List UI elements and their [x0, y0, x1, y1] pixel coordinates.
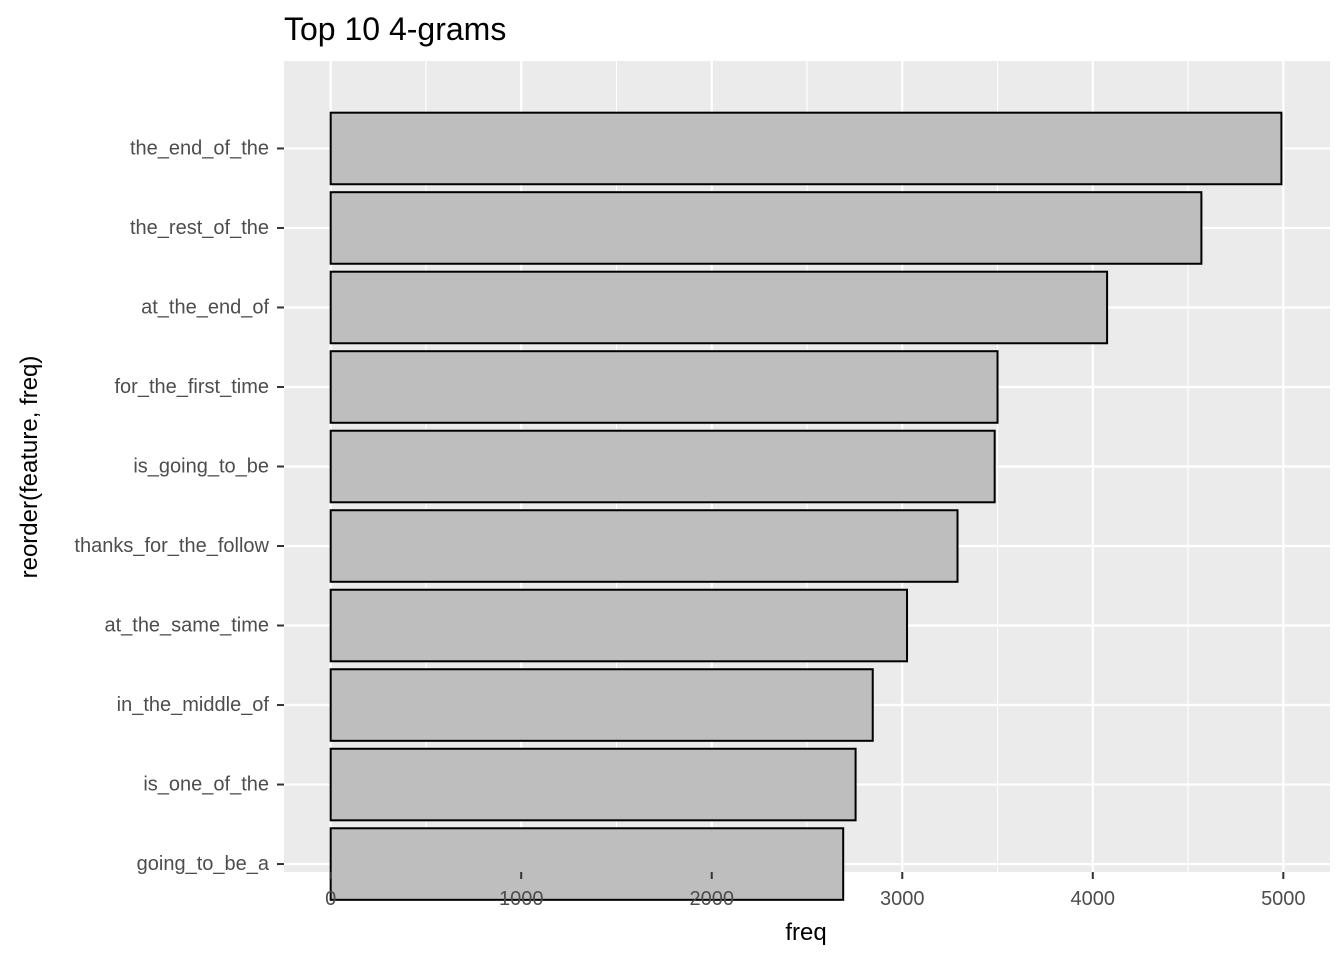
x-axis: 0 1000 2000 3000 4000 5000 — [325, 872, 1306, 910]
bar-the_end_of_the — [329, 111, 1283, 186]
bar-in_the_middle_of — [329, 668, 874, 742]
x-tick-label: 0 — [325, 888, 336, 910]
x-tick-label: 5000 — [1261, 888, 1306, 910]
bar-at_the_end_of — [329, 270, 1109, 345]
chart-title: Top 10 4-grams — [284, 11, 506, 47]
x-tick-label: 2000 — [689, 888, 734, 910]
y-tick-label: thanks_for_the_follow — [74, 535, 269, 557]
y-tick-label: for_the_first_time — [114, 376, 269, 398]
bar-is_going_to_be — [329, 429, 996, 504]
y-tick-label: the_end_of_the — [130, 137, 269, 159]
y-tick-label: is_one_of_the — [143, 774, 269, 796]
y-axis: the_end_of_the the_rest_of_the at_the_end_… — [74, 137, 284, 875]
bar-at_the_same_time — [329, 588, 909, 663]
x-tick-label: 4000 — [1071, 888, 1116, 910]
bar-going_to_be_a — [329, 827, 845, 901]
bar-the_rest_of_the — [329, 191, 1203, 265]
bar-for_the_first_time — [329, 350, 999, 424]
x-tick-label: 1000 — [499, 888, 544, 910]
y-tick-label: at_the_same_time — [104, 615, 269, 637]
y-tick-label: at_the_end_of — [141, 296, 269, 318]
bars — [329, 111, 1283, 901]
x-axis-title: freq — [785, 919, 826, 946]
y-axis-title: reorder(feature, freq) — [16, 356, 43, 579]
y-tick-label: the_rest_of_the — [130, 217, 269, 239]
bar-is_one_of_the — [329, 747, 857, 822]
x-tick-label: 3000 — [880, 888, 925, 910]
y-tick-label: is_going_to_be — [133, 456, 269, 478]
bar-thanks_for_the_follow — [329, 509, 959, 583]
y-tick-label: going_to_be_a — [137, 853, 270, 875]
y-tick-label: in_the_middle_of — [117, 694, 270, 716]
